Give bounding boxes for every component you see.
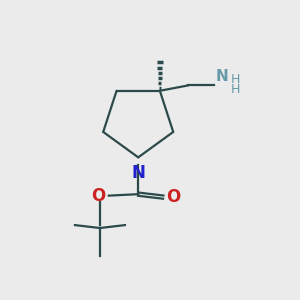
- Text: O: O: [166, 188, 180, 206]
- Text: O: O: [91, 187, 105, 205]
- Text: N: N: [216, 69, 229, 84]
- Text: H: H: [230, 73, 240, 85]
- Text: H: H: [230, 82, 240, 95]
- Text: N: N: [131, 164, 145, 182]
